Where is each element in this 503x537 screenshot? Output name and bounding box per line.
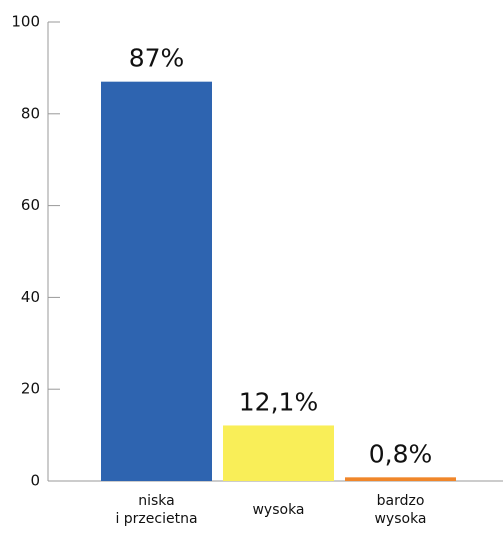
bar [223,425,334,481]
y-tick-label: 20 [21,380,40,398]
y-tick-label: 80 [21,104,40,122]
value-label: 12,1% [239,387,318,416]
bar [345,477,456,481]
x-tick-label: wysoka [252,502,305,518]
x-tick-label: niska i przecietna [115,493,198,527]
value-label: 87% [129,44,185,73]
value-label: 0,8% [369,439,433,468]
y-tick-label: 60 [21,196,40,214]
bar [101,81,212,482]
y-tick-label: 40 [21,288,40,306]
y-tick-label: 0 [30,472,40,490]
x-tick-label: bardzo wysoka [374,493,427,527]
y-tick-label: 100 [11,13,40,31]
